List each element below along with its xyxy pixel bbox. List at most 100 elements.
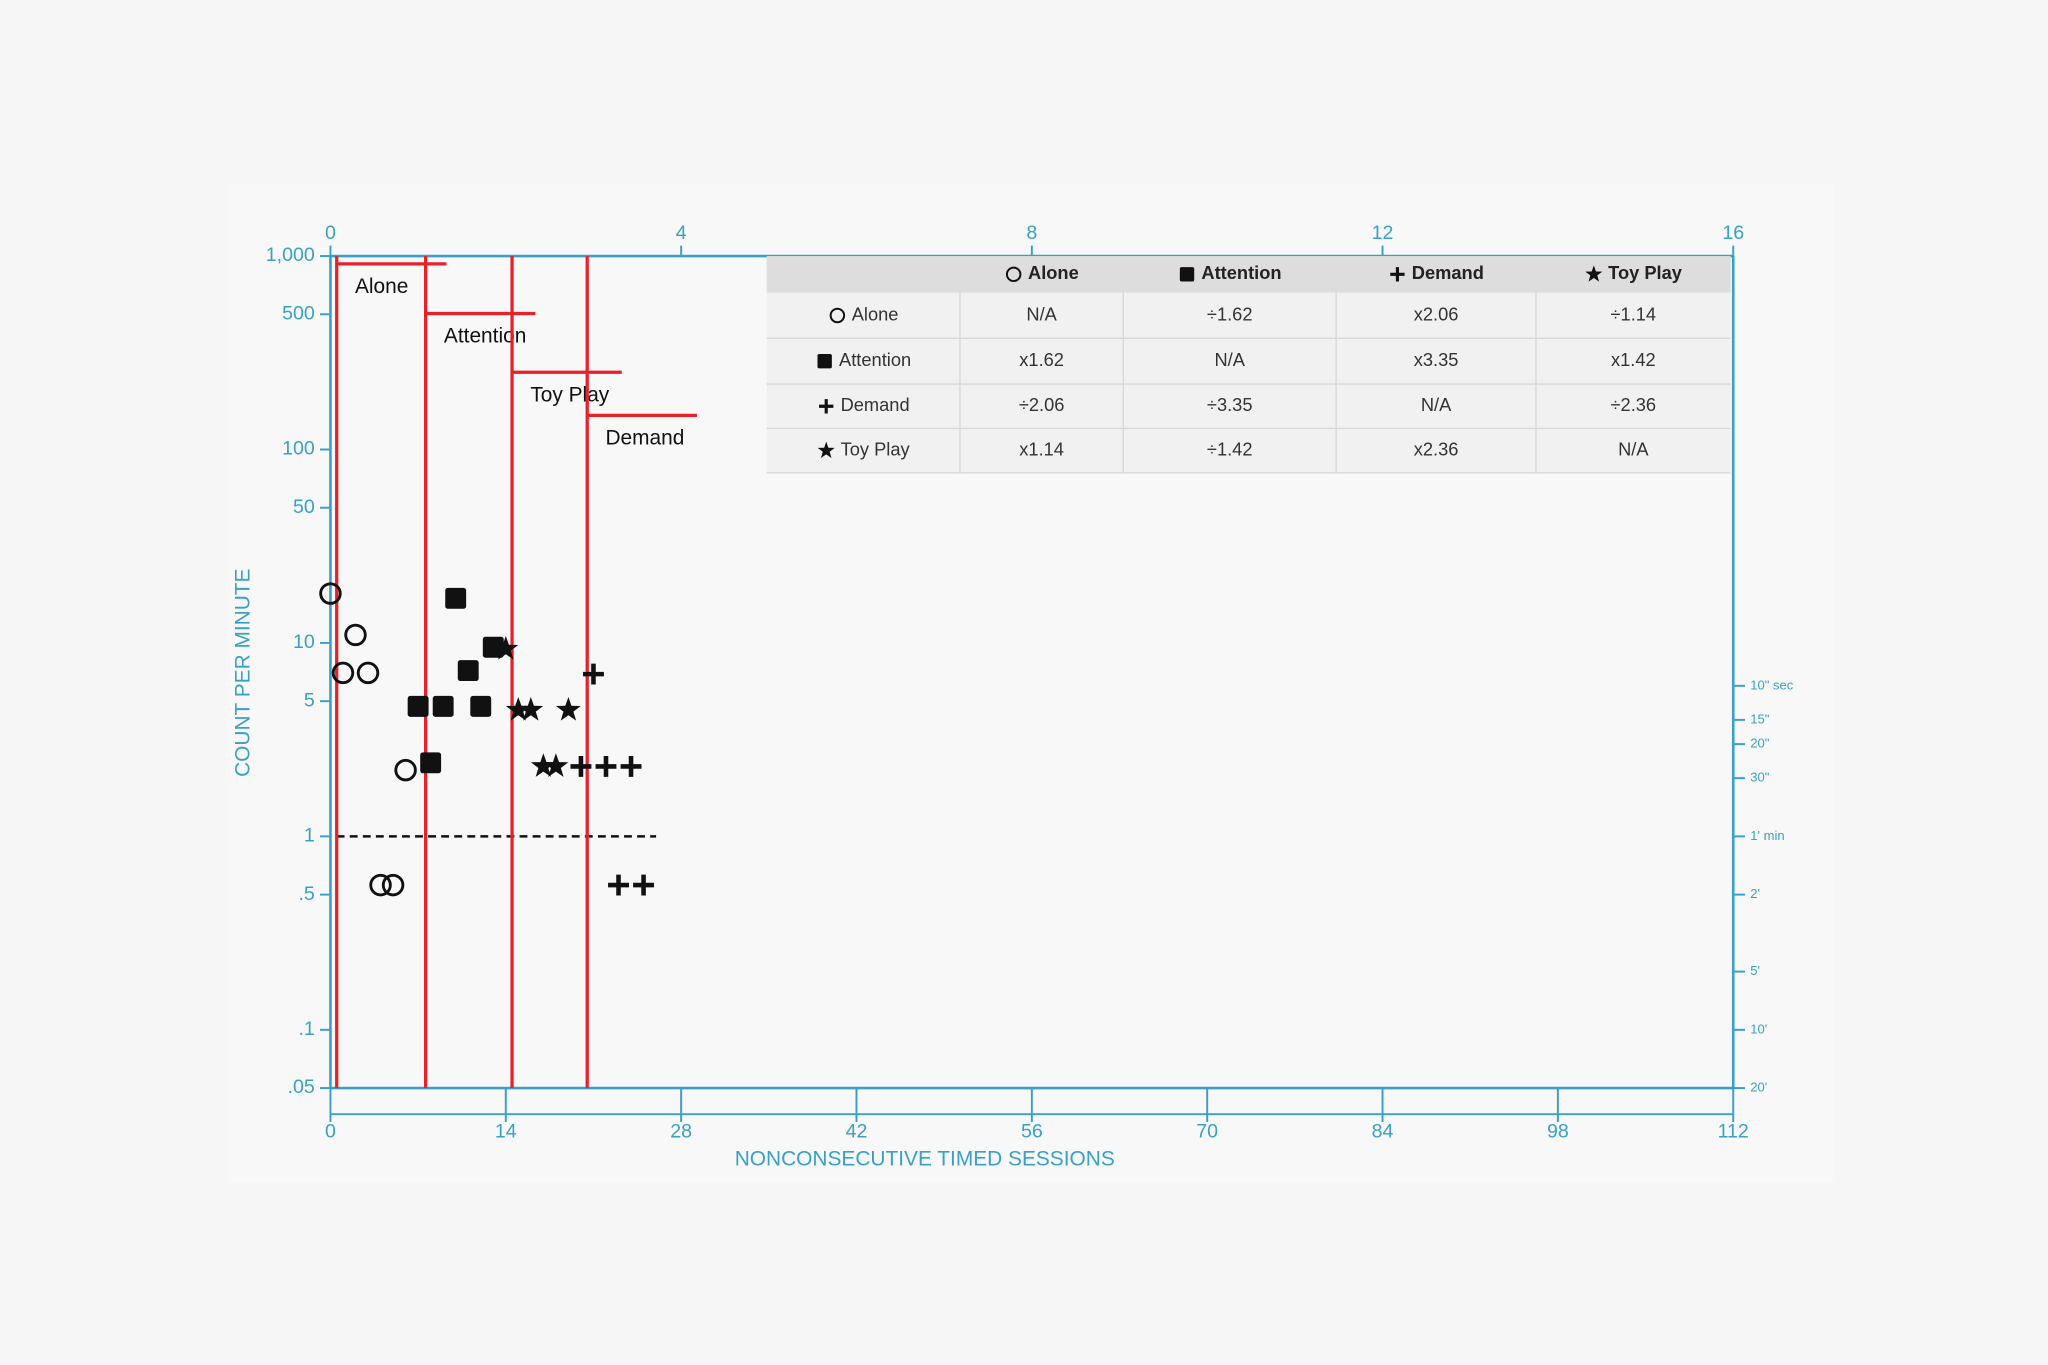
table-column-header: Demand xyxy=(1412,262,1484,283)
y-tick-label: 1 xyxy=(304,825,315,847)
y2-tick-label: 20" xyxy=(1750,736,1770,751)
x2-tick-label: 16 xyxy=(1722,222,1744,244)
y-tick-label: 5 xyxy=(304,689,315,711)
marker-square xyxy=(432,695,454,717)
table-cell: N/A xyxy=(1618,438,1649,459)
marker-plus xyxy=(608,874,629,896)
table-cell: N/A xyxy=(1214,349,1245,370)
marker-plus xyxy=(595,755,617,777)
table-cell: ÷1.42 xyxy=(1207,438,1253,459)
marker-square xyxy=(407,695,429,717)
marker-star xyxy=(556,696,581,721)
x-tick-label: 112 xyxy=(1718,1121,1749,1143)
table-row-header: Alone xyxy=(852,303,899,324)
phase-label: Demand xyxy=(605,426,684,449)
table-column-header: Attention xyxy=(1201,262,1281,283)
x-tick-label: 0 xyxy=(325,1121,336,1143)
y-tick-label: .5 xyxy=(298,883,314,905)
y-tick-label: 50 xyxy=(293,496,315,518)
marker-plus xyxy=(620,755,642,777)
table-cell: x1.62 xyxy=(1019,349,1064,370)
x2-tick-label: 4 xyxy=(676,222,687,244)
y-tick-label: .05 xyxy=(288,1076,315,1098)
marker-square xyxy=(445,587,467,609)
marker-square xyxy=(817,354,832,369)
table-row-header: Toy Play xyxy=(841,438,911,459)
x-tick-label: 14 xyxy=(495,1121,517,1143)
y2-tick-label: 2' xyxy=(1750,886,1760,901)
marker-square xyxy=(1179,267,1195,282)
table-cell: x1.14 xyxy=(1019,438,1064,459)
table-cell: x2.06 xyxy=(1414,303,1459,324)
marker-plus xyxy=(633,874,655,896)
y-tick-label: 500 xyxy=(282,302,315,324)
y2-tick-label: 20' xyxy=(1750,1080,1767,1095)
marker-plus xyxy=(570,755,592,777)
marker-circle xyxy=(381,873,405,897)
y-tick-label: .1 xyxy=(298,1018,314,1040)
phase-label: Toy Play xyxy=(530,383,609,406)
table-row-header: Demand xyxy=(841,394,910,415)
table-cell: x2.36 xyxy=(1414,438,1459,459)
marker-plus xyxy=(583,663,604,685)
marker-square xyxy=(482,636,504,658)
marker-plus xyxy=(1390,267,1405,282)
y2-tick-label: 10" sec xyxy=(1750,677,1794,692)
table-cell: N/A xyxy=(1026,303,1057,324)
x-tick-label: 42 xyxy=(846,1121,868,1143)
marker-star xyxy=(543,753,569,777)
phase-label: Attention xyxy=(444,325,526,348)
table-header-bg xyxy=(766,256,1731,293)
y-tick-label: 10 xyxy=(293,631,315,653)
marker-circle xyxy=(356,661,380,685)
y2-tick-label: 1' min xyxy=(1750,828,1784,843)
y-axis-label: COUNT PER MINUTE xyxy=(232,568,255,776)
marker-circle xyxy=(369,873,392,897)
x2-tick-label: 8 xyxy=(1026,222,1037,244)
x-tick-label: 56 xyxy=(1021,1121,1043,1143)
x2-tick-label: 12 xyxy=(1372,222,1394,244)
y-tick-label: 100 xyxy=(282,438,315,460)
marker-circle xyxy=(394,758,417,782)
table-cell: ÷1.62 xyxy=(1207,303,1253,324)
table-cell: N/A xyxy=(1421,394,1452,415)
table-column-header: Alone xyxy=(1028,262,1079,283)
table-row-header: Attention xyxy=(839,349,911,370)
x-tick-label: 98 xyxy=(1547,1121,1569,1143)
marker-square xyxy=(457,660,479,681)
y2-tick-label: 15" xyxy=(1750,711,1770,726)
marker-star xyxy=(518,696,544,721)
table-cell: x1.42 xyxy=(1611,349,1656,370)
table-cell: ÷2.36 xyxy=(1611,394,1657,415)
y2-tick-label: 10' xyxy=(1750,1021,1767,1036)
x-tick-label: 28 xyxy=(670,1121,692,1143)
marker-circle xyxy=(331,661,355,685)
phase-label: Alone xyxy=(355,275,408,298)
y-tick-label: 1,000 xyxy=(266,244,315,266)
marker-star xyxy=(493,636,519,660)
y2-tick-label: 5' xyxy=(1750,963,1760,978)
x2-tick-label: 0 xyxy=(325,222,336,244)
x-tick-label: 84 xyxy=(1372,1121,1394,1143)
marker-circle xyxy=(1005,266,1022,283)
x-tick-label: 70 xyxy=(1196,1121,1218,1143)
marker-circle xyxy=(344,623,367,647)
marker-plus xyxy=(819,399,834,414)
table-cell: ÷3.35 xyxy=(1207,394,1253,415)
y2-tick-label: 30" xyxy=(1750,770,1770,785)
x-axis-label: NONCONSECUTIVE TIMED SESSIONS xyxy=(735,1147,1115,1170)
table-column-header: Toy Play xyxy=(1608,262,1683,283)
table-cell: ÷2.06 xyxy=(1019,394,1065,415)
marker-star xyxy=(1585,265,1603,282)
table-cell: ÷1.14 xyxy=(1611,303,1657,324)
table-cell: x3.35 xyxy=(1414,349,1459,370)
marker-square xyxy=(420,752,442,774)
marker-circle xyxy=(319,582,342,605)
marker-circle xyxy=(829,307,846,324)
marker-star xyxy=(505,696,531,721)
marker-star xyxy=(817,441,835,458)
marker-square xyxy=(470,695,492,717)
marker-star xyxy=(530,753,556,777)
